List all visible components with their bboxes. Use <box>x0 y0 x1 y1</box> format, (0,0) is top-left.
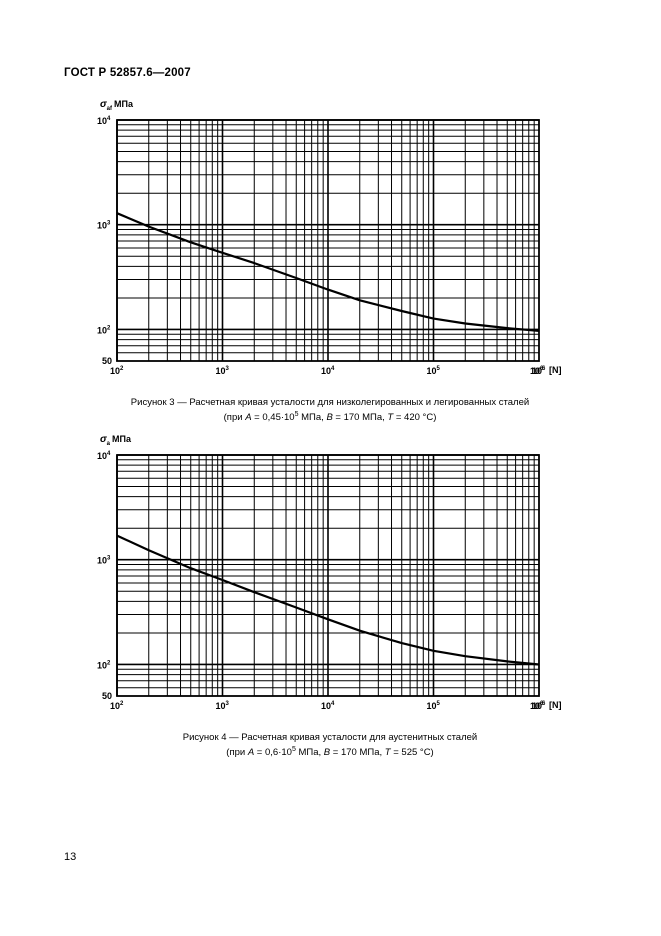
x-tick-label: 103 <box>216 366 230 376</box>
figure-4-caption-line1: Рисунок 4 — Расчетная кривая усталости д… <box>182 732 478 743</box>
y-tick-label: 103 <box>97 556 111 566</box>
figure-3-caption: Рисунок 3 — Расчетная кривая усталости д… <box>100 397 560 424</box>
page-number: 13 <box>64 851 77 863</box>
document-header: ГОСТ Р 52857.6—2007 <box>64 67 191 79</box>
x-tick-label: 104 <box>321 366 335 376</box>
x-tick-label: 106 <box>532 701 546 711</box>
x-tick-label: 104 <box>321 701 335 711</box>
x-tick-label: 103 <box>216 701 230 711</box>
figure-3-caption-line1: Рисунок 3 — Расчетная кривая усталости д… <box>130 397 530 408</box>
y-tick-label: 102 <box>97 660 111 670</box>
plot-frame <box>116 119 540 362</box>
y-tick-label-50: 50 <box>102 691 112 701</box>
figure-4-caption: Рисунок 4 — Расчетная кривая усталости д… <box>100 732 560 759</box>
plot-frame <box>116 454 540 697</box>
grid <box>116 454 539 697</box>
x-tick-label: 106 <box>530 366 544 376</box>
x-tick-label: 102 <box>110 701 124 711</box>
y-tick-label-50: 50 <box>102 356 112 366</box>
y-axis-label: σaf МПа <box>100 99 134 112</box>
y-tick-label: 102 <box>97 325 111 335</box>
x-tick-label: 105 <box>427 366 441 376</box>
x-tick-label: 106 <box>530 701 544 711</box>
fatigue-curve <box>116 534 540 666</box>
x-tick-label: 102 <box>110 366 124 376</box>
x-tick-label: 105 <box>427 701 441 711</box>
x-tick-label: 106 <box>532 366 546 376</box>
fatigue-curve <box>116 212 540 332</box>
x-axis-label: [N] <box>549 365 562 375</box>
y-tick-label: 104 <box>97 451 111 461</box>
x-axis-label: [N] <box>549 700 562 710</box>
figure-4-caption-line2: (при A = 0,6·105 МПа, B = 170 МПа, T = 5… <box>226 746 434 759</box>
y-tick-label: 103 <box>97 221 111 231</box>
y-tick-label: 104 <box>97 116 111 126</box>
y-axis-label: σa МПа <box>100 434 132 447</box>
figure-3-caption-line2: (при A = 0,45·105 МПа, B = 170 МПа, T = … <box>223 411 437 424</box>
